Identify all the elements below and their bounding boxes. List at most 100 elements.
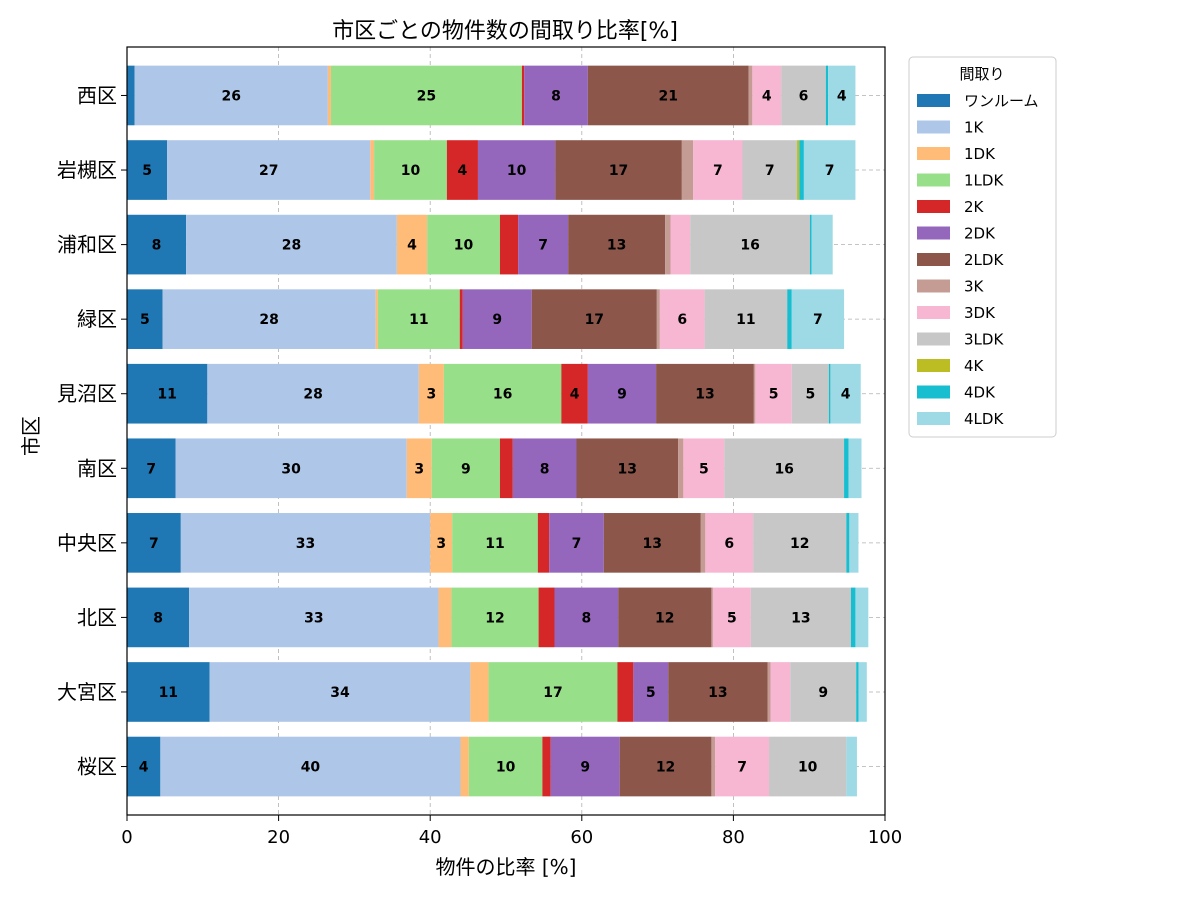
segment-label: 9 [818,685,828,701]
segment-label: 10 [798,760,818,776]
segment-label: 7 [813,312,823,328]
bar-segment [186,214,397,275]
bar-segment [470,662,489,722]
segment-label: 16 [774,461,793,477]
segment-label: 25 [417,88,436,104]
segment-label: 8 [153,610,163,626]
bar-segment [715,736,770,797]
bar-segment [477,140,556,200]
bar-segment [619,736,712,797]
bar-segment [587,363,657,424]
bar-segment [576,438,679,499]
legend-swatch [917,173,950,187]
bar-segment [518,214,569,275]
bar-segment [704,289,788,349]
legend-entry: 4LDK [964,410,1004,428]
bar-segment [561,363,588,424]
segment-label: 8 [540,461,550,477]
x-tick-label: 20 [267,827,290,848]
segment-label: 26 [221,88,240,104]
bar-segment [811,214,833,275]
segment-label: 28 [282,238,301,254]
bar-segment [162,289,376,349]
bar-segment [127,438,176,499]
segment-label: 6 [799,88,809,104]
segment-label: 13 [791,610,810,626]
bar-segment [855,587,869,648]
bar-segment [521,65,525,126]
segment-label: 13 [708,685,727,701]
bar-segment [127,65,135,126]
segment-label: 11 [736,312,755,328]
bar-segment [711,736,716,797]
segment-label: 3 [436,536,446,552]
segment-label: 17 [543,685,562,701]
bar-segment [693,140,743,200]
segment-label: 4 [139,760,149,776]
legend-entry: 1DK [964,145,996,163]
legend-swatch [917,200,950,213]
segment-label: 7 [538,238,548,254]
segment-label: 8 [551,88,561,104]
bar-segment [531,289,657,349]
bar-segment [443,363,562,424]
bar-segment [370,140,375,200]
bar-segment [828,363,831,424]
bar-segment [537,513,550,573]
segment-label: 30 [281,461,301,477]
segment-label: 28 [259,312,278,328]
bar-segment [134,65,328,126]
bar-segment [665,214,671,275]
bar-segment [656,363,754,424]
bar-segment [555,140,682,200]
legend-entry: 3LDK [964,331,1004,349]
bar-segment [767,662,771,722]
bar-segment [587,65,749,126]
bar-segment [499,438,513,499]
legend-swatch [917,359,950,372]
segment-label: 11 [159,685,178,701]
bar-segment [700,513,706,573]
bar-segment [459,289,463,349]
bar-segment [127,587,190,648]
legend-entry: 3K [964,278,985,296]
legend-swatch [917,120,950,134]
bar-segment [438,587,452,648]
segment-label: 8 [581,610,591,626]
legend-entry: 2LDK [964,251,1004,269]
segment-label: 13 [607,238,626,254]
bar-segment [207,363,419,424]
bar-segment [750,587,851,648]
segment-label: 33 [296,536,315,552]
segment-label: 34 [330,685,350,701]
segment-label: 33 [304,610,323,626]
segment-label: 7 [765,163,775,179]
legend-swatch [917,306,950,319]
segment-label: 7 [572,536,582,552]
segment-label: 10 [401,163,421,179]
segment-label: 27 [259,163,278,179]
legend-entry: 4K [964,357,985,375]
segment-label: 16 [493,387,512,403]
bar-segment [846,513,850,573]
segment-label: 10 [454,238,474,254]
segment-label: 9 [580,760,590,776]
y-tick-label: 南区 [77,456,117,480]
segment-label: 12 [485,610,504,626]
bar-segment [799,140,804,200]
bar-segment [678,438,684,499]
bar-segment [683,438,725,499]
bar-segment [781,65,826,126]
bar-segment [705,513,754,573]
bar-segment [568,214,666,275]
segment-label: 5 [142,163,152,179]
segment-label: 11 [485,536,504,552]
segment-label: 4 [837,88,847,104]
y-tick-label: 岩槻区 [57,158,117,182]
bar-segment [446,140,478,200]
bar-segment [753,513,847,573]
segment-label: 4 [762,88,772,104]
bar-segment [406,438,432,499]
segment-label: 5 [140,312,150,328]
